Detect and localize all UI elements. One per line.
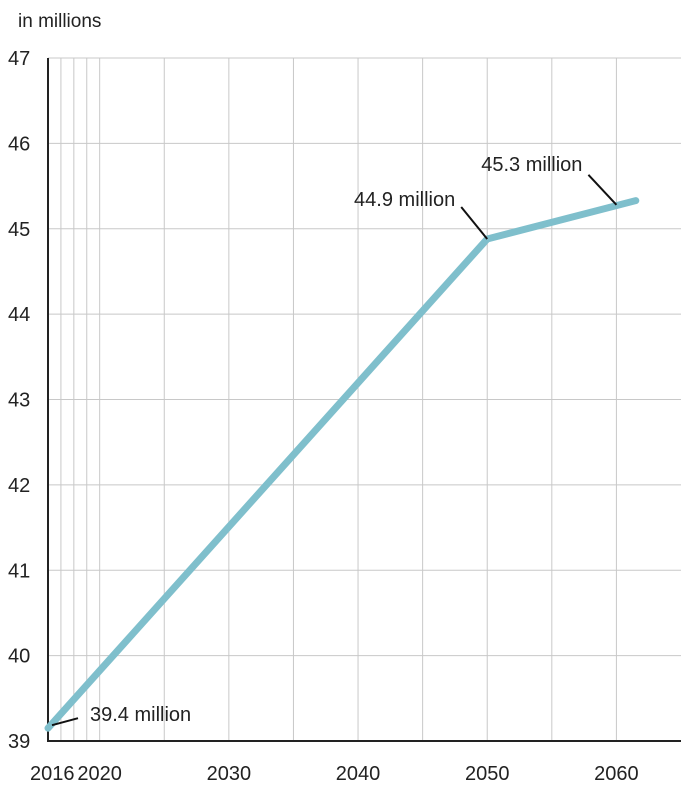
annotation-leader-line (51, 717, 79, 727)
x-tick-label: 2050 (465, 763, 510, 785)
annotation-leader-line (587, 174, 618, 206)
annotation-leader-line (460, 206, 489, 240)
annotations: 39.4 million 44.9 million 45.3 million (51, 154, 618, 727)
unit-label: in millions (18, 11, 101, 32)
y-tick-label: 46 (8, 133, 30, 155)
y-tick-label: 42 (8, 475, 30, 497)
y-tick-label: 44 (8, 304, 30, 326)
y-tick-label: 43 (8, 390, 30, 412)
y-tick-label: 39 (8, 731, 30, 753)
annotation-label: 44.9 million (354, 189, 455, 211)
x-tick-labels: 2016 2020 2030 2040 2050 2060 (30, 763, 639, 785)
x-tick-label: 2020 (77, 763, 122, 785)
y-tick-label: 47 (8, 48, 30, 70)
annotation-label: 45.3 million (481, 154, 582, 176)
annotation-label: 39.4 million (90, 704, 191, 726)
x-tick-label: 2060 (594, 763, 639, 785)
y-tick-label: 40 (8, 646, 30, 668)
horizontal-gridlines (48, 57, 681, 657)
y-tick-label: 45 (8, 219, 30, 241)
y-tick-label: 41 (8, 560, 30, 582)
y-tick-labels: 39 40 41 42 43 44 45 46 47 (8, 48, 30, 753)
x-tick-label: 2030 (207, 763, 252, 785)
x-tick-label: 2040 (336, 763, 381, 785)
series-line (44, 197, 640, 732)
x-tick-label: 2016 (30, 763, 75, 785)
